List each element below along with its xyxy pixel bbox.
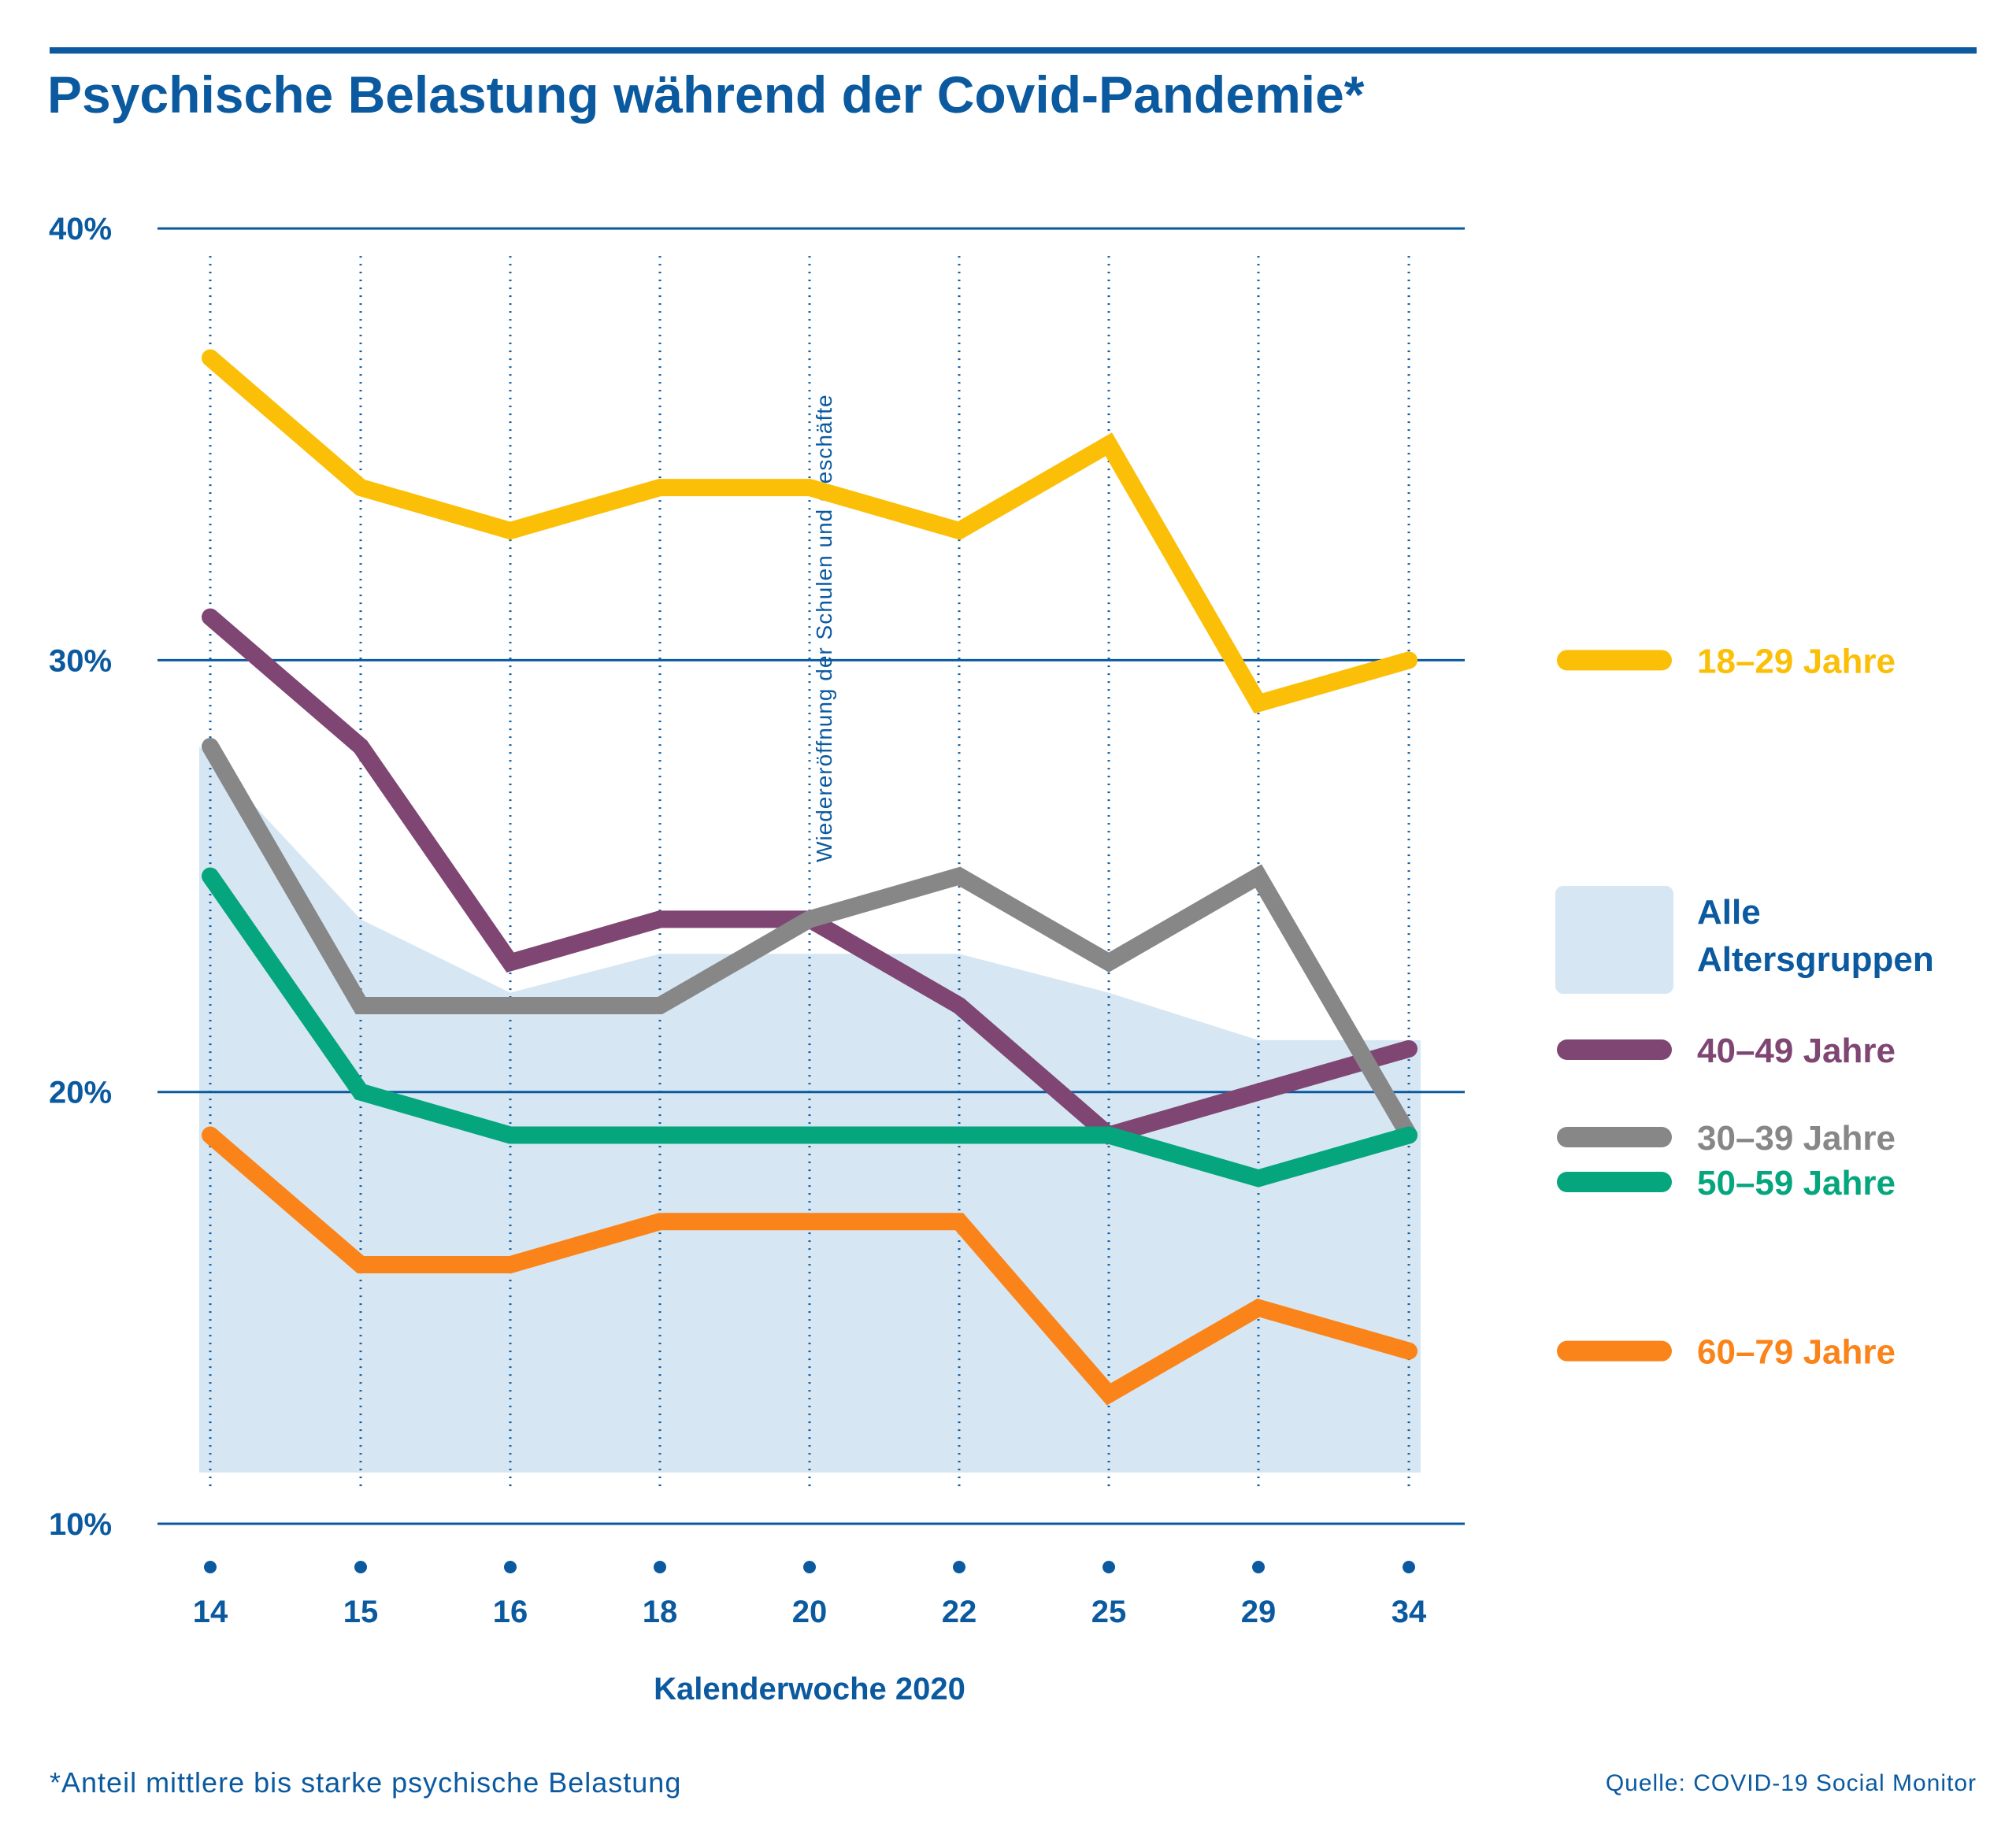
reopening-annotation: Wiedereröffnung der Schulen und Geschäft… xyxy=(812,394,836,862)
footnote: *Anteil mittlere bis starke psychische B… xyxy=(50,1766,682,1799)
chart-title: Psychische Belastung während der Covid-P… xyxy=(47,65,1365,124)
x-tick-label: 18 xyxy=(643,1595,678,1629)
x-tick-label: 20 xyxy=(792,1595,828,1629)
y-tick-label: 40% xyxy=(49,212,112,246)
y-tick-label: 30% xyxy=(49,643,112,678)
legend-label-area: Alle xyxy=(1697,893,1761,932)
x-tick-label: 22 xyxy=(942,1595,977,1629)
x-tick-label: 25 xyxy=(1091,1595,1127,1629)
x-tick-label: 34 xyxy=(1392,1595,1427,1629)
week-dot xyxy=(354,1561,367,1573)
legend-label-s50_59: 50–59 Jahre xyxy=(1697,1164,1896,1202)
legend-label-area: Altersgruppen xyxy=(1697,940,1934,979)
top-rule xyxy=(50,47,1977,54)
week-dot xyxy=(1102,1561,1115,1573)
y-tick-label: 10% xyxy=(49,1507,112,1542)
x-axis-label: Kalenderwoche 2020 xyxy=(654,1672,965,1706)
series-line-s18_29 xyxy=(202,349,1418,714)
x-tick-label: 14 xyxy=(193,1595,228,1629)
legend-label-s30_39: 30–39 Jahre xyxy=(1697,1119,1896,1158)
area-alle-altersgruppen xyxy=(199,747,1421,1473)
week-dot xyxy=(204,1561,217,1573)
week-dot xyxy=(504,1561,517,1573)
series-line-s50_59 xyxy=(202,867,1418,1188)
week-dot xyxy=(803,1561,816,1573)
x-tick-label: 16 xyxy=(493,1595,528,1629)
source-credit: Quelle: COVID-19 Social Monitor xyxy=(1605,1770,1977,1796)
week-dot xyxy=(1403,1561,1415,1573)
week-dot xyxy=(953,1561,965,1573)
x-tick-label: 15 xyxy=(343,1595,379,1629)
y-tick-label: 20% xyxy=(49,1076,112,1110)
legend-label-s40_49: 40–49 Jahre xyxy=(1697,1032,1896,1070)
series-line-s60_79 xyxy=(202,1126,1418,1406)
legend-swatch-area xyxy=(1555,886,1673,994)
legend-label-s18_29: 18–29 Jahre xyxy=(1697,642,1896,680)
week-dot xyxy=(1252,1561,1265,1573)
series-line-s30_39 xyxy=(202,738,1418,1144)
legend-label-s60_79: 60–79 Jahre xyxy=(1697,1333,1896,1372)
x-tick-label: 29 xyxy=(1241,1595,1277,1629)
week-dot xyxy=(654,1561,666,1573)
